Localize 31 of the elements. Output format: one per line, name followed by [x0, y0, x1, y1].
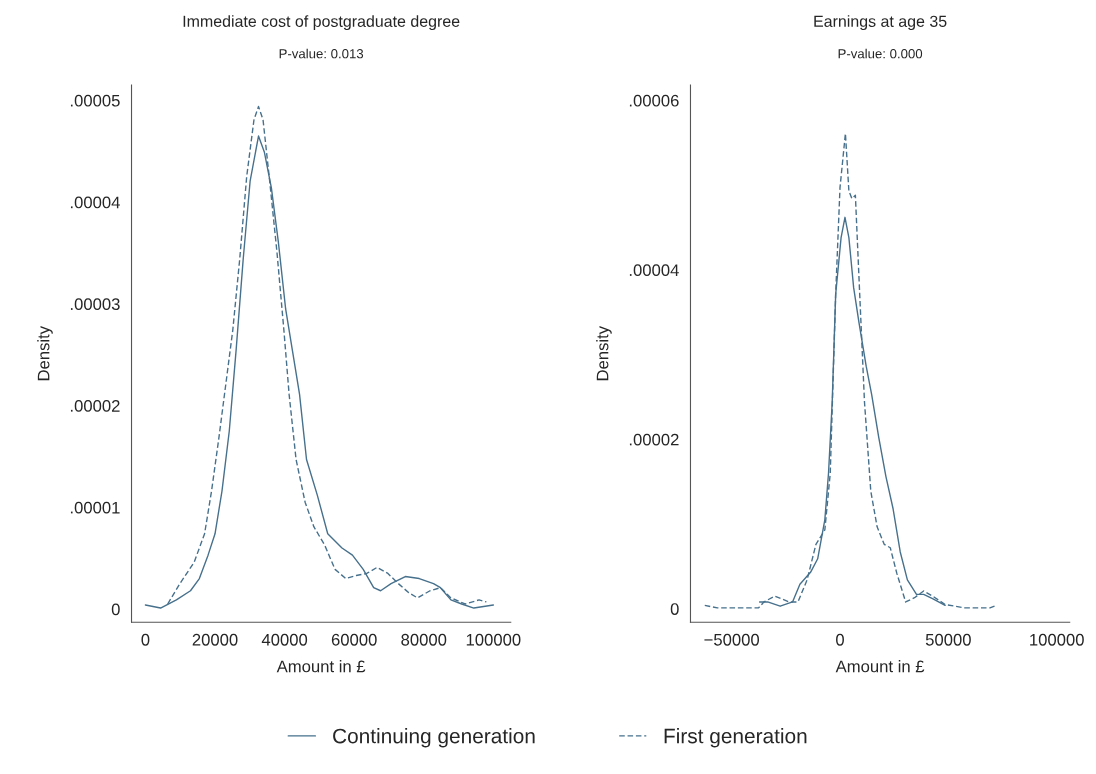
x-tick-label: 0 [141, 633, 150, 646]
chart-subtitle: P-value: 0.013 [279, 48, 364, 59]
y-tick-label: .00002 [70, 400, 120, 412]
y-tick-label: .00002 [629, 433, 679, 446]
chart-title: Immediate cost of postgraduate degree [183, 15, 460, 31]
x-tick-label: 40000 [261, 633, 308, 646]
legend-label: Continuing generation [333, 728, 535, 748]
y-tick-label: .00006 [629, 94, 679, 107]
y-axis-title: Density [37, 325, 53, 381]
x-tick-label: 60000 [331, 633, 377, 646]
x-axis-title: Amount in £ [835, 660, 925, 673]
y-tick-label: .00005 [70, 94, 120, 107]
x-tick-label: 0 [836, 633, 844, 646]
y-tick-label: .00004 [629, 264, 679, 277]
x-tick-label: 100000 [1030, 633, 1084, 646]
y-axis-title: Density [596, 325, 612, 381]
y-tick-label: .00004 [70, 196, 120, 209]
line-series [704, 132, 998, 609]
y-tick-label: 0 [111, 603, 120, 616]
y-tick-label: .00001 [70, 501, 120, 514]
x-tick-label: 50000 [925, 633, 971, 646]
x-tick-label: 80000 [401, 633, 447, 646]
x-tick-label: −50000 [704, 633, 760, 646]
x-tick-label: 20000 [192, 633, 238, 646]
chart-title: Earnings at age 35 [814, 15, 947, 31]
x-axis-title: Amount in £ [276, 660, 366, 673]
legend-label: First generation [664, 728, 807, 748]
chart-subtitle: P-value: 0.000 [838, 48, 923, 59]
y-tick-label: 0 [670, 603, 679, 615]
y-tick-label: .00003 [70, 298, 120, 311]
x-tick-label: 100000 [466, 633, 521, 646]
